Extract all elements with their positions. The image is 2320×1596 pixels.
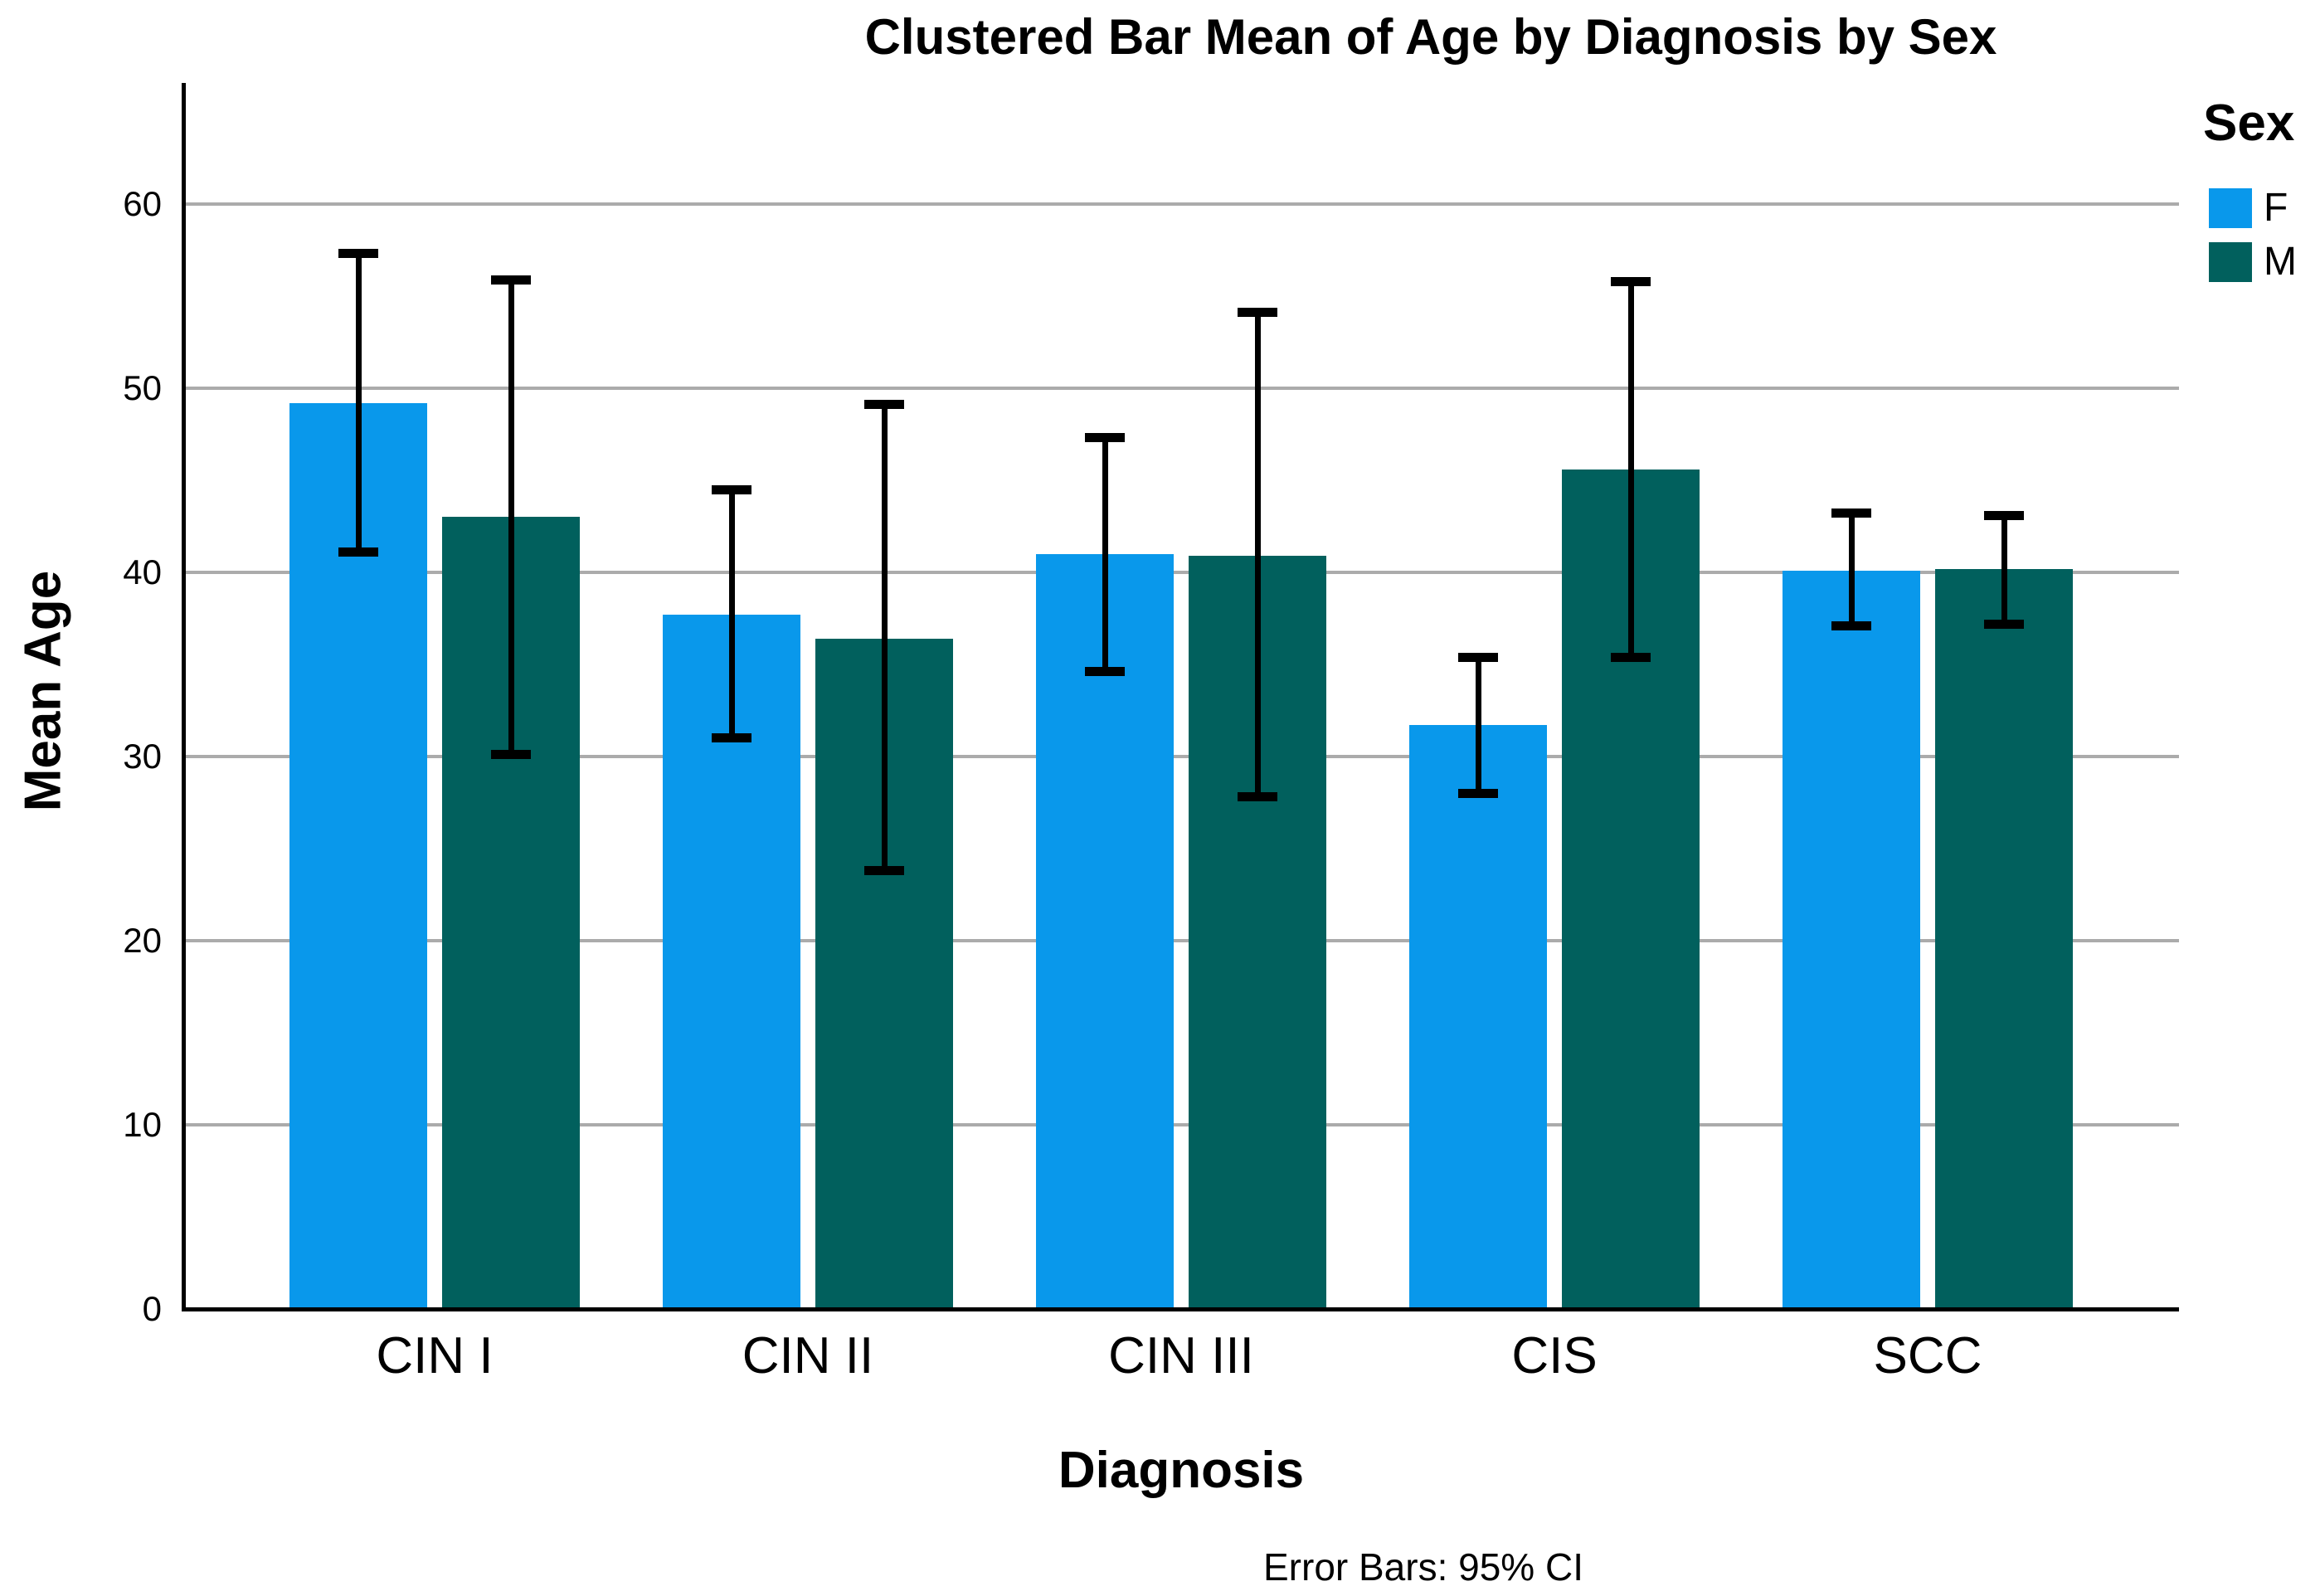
gridline	[184, 571, 2179, 574]
bar-f-scc	[1783, 570, 1920, 1309]
bar-f-cis	[1409, 725, 1547, 1309]
error-bar-line	[1254, 312, 1261, 797]
error-bar-cap-bottom	[491, 750, 531, 760]
y-tick-label: 30	[123, 737, 162, 776]
error-bar-cap-top	[1984, 510, 2024, 520]
error-bar-line	[2001, 515, 2007, 625]
error-bar-cap-bottom	[1085, 667, 1125, 677]
error-bar-line	[1848, 513, 1855, 626]
error-bar-cap-bottom	[1458, 788, 1498, 798]
error-bar-cap-top	[1831, 508, 1871, 518]
error-bar-line	[1102, 437, 1108, 672]
error-bar-line	[355, 253, 362, 552]
y-axis-line	[182, 83, 186, 1311]
legend-item-m: M	[2209, 242, 2297, 282]
gridline	[184, 1123, 2179, 1126]
error-bar-cap-top	[338, 249, 378, 259]
x-tick-label: CIN I	[376, 1327, 494, 1384]
x-tick-label: CIS	[1511, 1327, 1598, 1384]
error-bar-cap-bottom	[1238, 792, 1277, 802]
legend-label-m: M	[2264, 240, 2297, 284]
error-bar-cap-bottom	[338, 547, 378, 557]
error-bar-cap-top	[1611, 276, 1651, 286]
legend-item-f: F	[2209, 188, 2288, 228]
x-axis-line	[182, 1307, 2179, 1311]
error-bar-cap-top	[712, 484, 751, 494]
error-bar-cap-top	[1238, 308, 1277, 318]
x-tick-label: CIN III	[1108, 1327, 1254, 1384]
error-bar-line	[1475, 657, 1481, 794]
gridline	[184, 939, 2179, 942]
y-tick-label: 0	[142, 1289, 162, 1328]
bar-m-scc	[1935, 568, 2073, 1309]
error-bar-cap-top	[864, 400, 904, 410]
y-axis-title: Mean Age	[14, 570, 72, 812]
error-bar-cap-bottom	[1984, 619, 2024, 629]
x-axis-title: Diagnosis	[1058, 1442, 1305, 1499]
gridline	[184, 755, 2179, 758]
error-bars-note: Error Bars: 95% CI	[1263, 1545, 1583, 1589]
error-bar-line	[1627, 281, 1634, 658]
legend-title: Sex	[2203, 95, 2295, 152]
error-bar-line	[508, 280, 514, 755]
y-tick-label: 20	[123, 921, 162, 960]
y-tick-label: 40	[123, 552, 162, 591]
error-bar-line	[728, 489, 735, 738]
error-bar-cap-top	[1458, 652, 1498, 662]
x-tick-label: SCC	[1873, 1327, 1982, 1384]
y-tick-label: 50	[123, 368, 162, 407]
bar-f-cin-iii	[1036, 553, 1174, 1309]
y-tick-label: 10	[123, 1105, 162, 1144]
error-bar-cap-top	[491, 275, 531, 285]
y-tick-label: 60	[123, 184, 162, 223]
error-bar-cap-bottom	[1831, 620, 1871, 630]
error-bar-cap-bottom	[712, 733, 751, 743]
chart-title: Clustered Bar Mean of Age by Diagnosis b…	[864, 9, 1997, 65]
legend-swatch-f	[2209, 188, 2252, 228]
legend-swatch-m	[2209, 242, 2252, 282]
error-bar-cap-top	[1085, 433, 1125, 443]
gridline	[184, 387, 2179, 390]
x-tick-label: CIN II	[742, 1327, 874, 1384]
error-bar-line	[881, 404, 888, 871]
gridline	[184, 202, 2179, 206]
error-bar-cap-bottom	[1611, 652, 1651, 662]
legend-label-f: F	[2264, 186, 2288, 230]
error-bar-cap-bottom	[864, 866, 904, 876]
